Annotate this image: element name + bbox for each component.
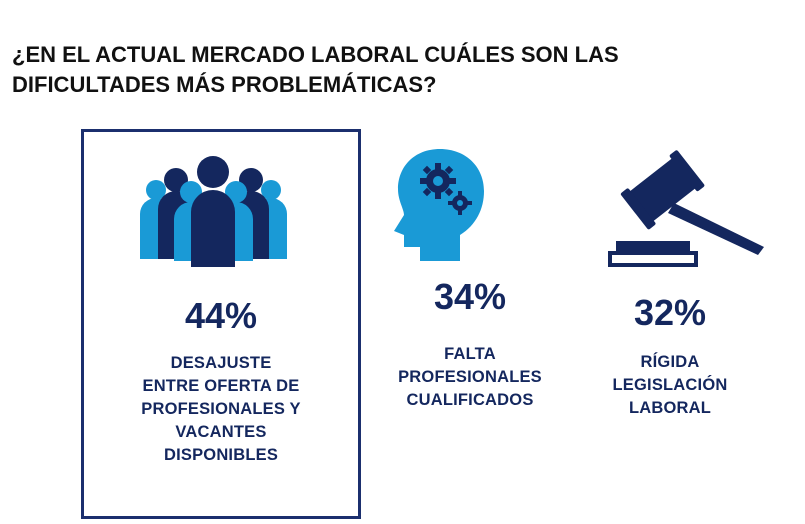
gavel-icon [608, 150, 764, 267]
stat-label: DESAJUSTE ENTRE OFERTA DE PROFESIONALES … [141, 354, 301, 464]
stat-label: RÍGIDA LEGISLACIÓN LABORAL [612, 353, 728, 417]
stat-value: 32% [633, 292, 707, 333]
head-gears-icon [394, 149, 484, 261]
stat-card-skills: 34% FALTA PROFESIONALES CUALIFICADOS [360, 129, 580, 429]
stat-card-mismatch: 44% DESAJUSTE ENTRE OFERTA DE PROFESIONA… [81, 129, 361, 519]
stat-card-legislation: 32% RÍGIDA LEGISLACIÓN LABORAL [580, 129, 764, 429]
stat-value: 44% [184, 295, 258, 336]
stat-value: 34% [433, 276, 507, 317]
stat-label: FALTA PROFESIONALES CUALIFICADOS [398, 345, 542, 409]
people-group-icon [140, 156, 287, 267]
page-title: ¿EN EL ACTUAL MERCADO LABORAL CUÁLES SON… [12, 42, 619, 97]
